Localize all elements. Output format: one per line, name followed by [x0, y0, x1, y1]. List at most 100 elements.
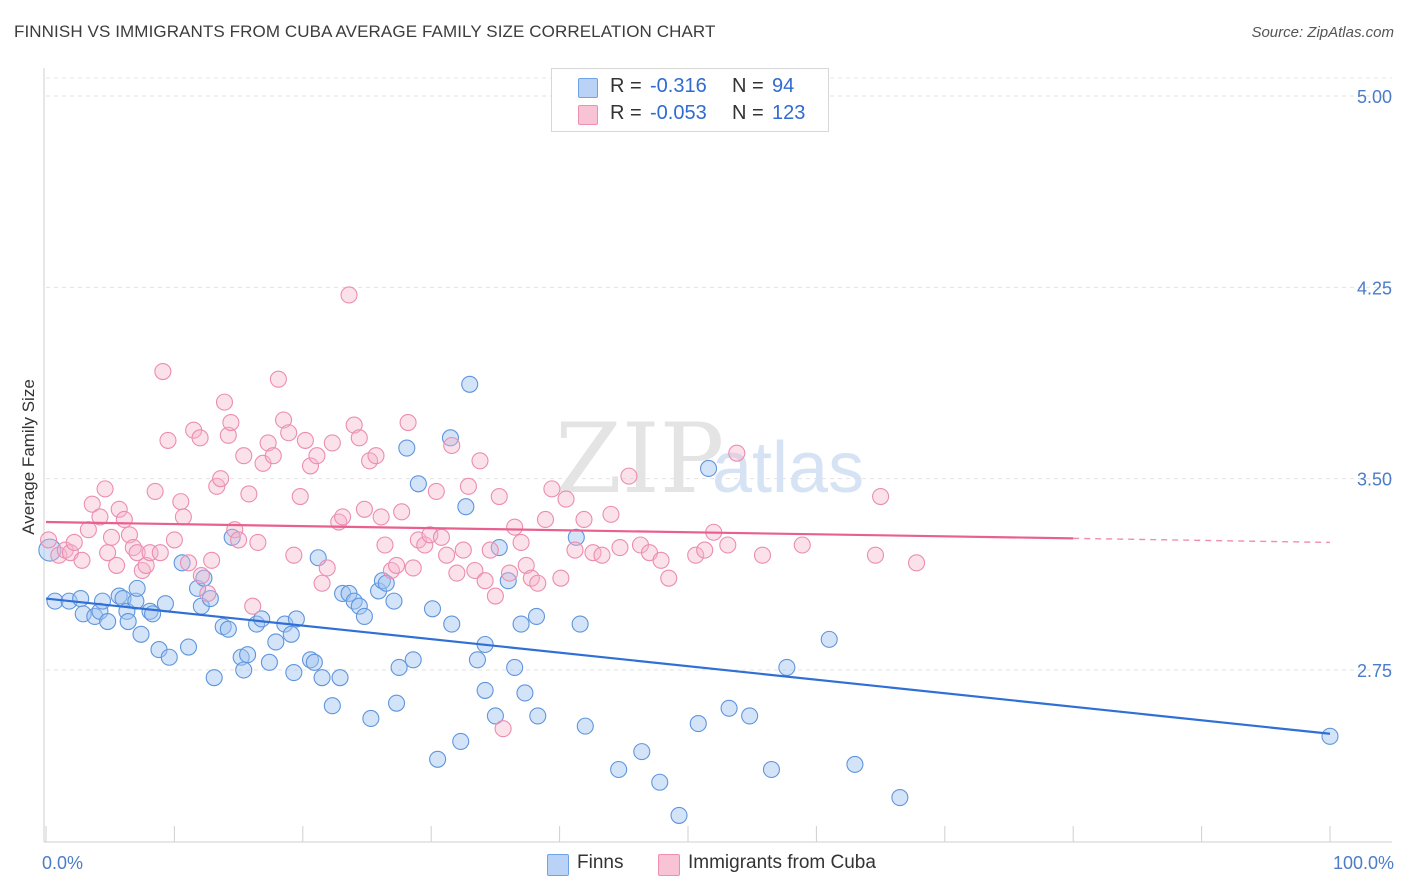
cuba-point: [575, 510, 593, 529]
cuba-point: [102, 528, 121, 546]
cuba-point: [291, 487, 309, 506]
finns-point: [516, 684, 534, 702]
finns-point: [128, 579, 146, 597]
y-tick-label: 3.50: [1357, 470, 1392, 490]
cuba-point: [593, 546, 611, 564]
cuba-point: [274, 411, 293, 429]
cuba-point: [454, 541, 472, 559]
cuba-point: [416, 536, 434, 554]
cuba-point: [313, 574, 331, 592]
finns-point: [571, 615, 589, 633]
finns-point: [423, 600, 442, 618]
cuba-point: [73, 551, 91, 569]
cuba-point: [506, 518, 524, 536]
cuba-point: [687, 546, 705, 564]
cuba-point: [318, 559, 336, 577]
finns-point: [179, 638, 198, 656]
cuba-point: [494, 720, 512, 738]
cuba-point: [137, 556, 155, 574]
cuba-point: [249, 533, 267, 551]
y-tick-label: 4.25: [1357, 278, 1392, 298]
finns-point: [390, 658, 408, 676]
finns-point: [452, 732, 470, 750]
cuba-point: [96, 480, 114, 498]
cuba-point: [543, 480, 561, 498]
source-label: Source: ZipAtlas.com: [1251, 24, 1394, 41]
cuba-point: [172, 493, 190, 511]
cuba-point: [481, 541, 499, 559]
cuba-point: [40, 531, 58, 549]
cuba-point: [696, 541, 714, 559]
cuba-trend-line-extension: [1073, 537, 1331, 544]
cuba-point: [91, 508, 109, 526]
cuba-point: [120, 526, 139, 544]
finns-point: [457, 498, 475, 516]
watermark-zip: ZIP: [555, 403, 724, 515]
finns-point: [282, 625, 300, 643]
finns-point: [486, 707, 504, 725]
finns-point: [305, 653, 323, 671]
cuba-point: [179, 554, 198, 572]
cuba-point: [285, 546, 303, 564]
finns-point: [461, 375, 479, 393]
legend-swatch-finns: [547, 854, 569, 876]
cuba-point: [438, 546, 456, 564]
cuba-point: [382, 561, 400, 580]
chart-title: FINNISH VS IMMIGRANTS FROM CUBA AVERAGE …: [14, 22, 716, 41]
finns-point: [689, 715, 707, 733]
cuba-point: [393, 503, 411, 521]
cuba-trend-line: [45, 520, 1074, 540]
finns-point: [345, 592, 363, 610]
finns-point: [891, 789, 909, 807]
series-legend: Finns Immigrants from Cuba: [0, 852, 1406, 878]
cuba-point: [866, 546, 885, 564]
legend-r-value: -0.316: [650, 75, 707, 97]
legend-swatch-cuba: [658, 854, 680, 876]
cuba-point: [387, 556, 406, 574]
cuba-point: [753, 546, 772, 564]
legend-swatch-cuba: [578, 105, 598, 125]
finns-point: [529, 707, 547, 725]
legend-n-label: N =: [732, 75, 764, 97]
cuba-point: [476, 572, 494, 590]
finns-point: [99, 612, 117, 631]
cuba-point: [719, 536, 737, 554]
finns-point: [778, 658, 796, 676]
finns-point: [260, 653, 278, 671]
cuba-point: [432, 528, 451, 546]
cuba-point: [399, 413, 417, 432]
cuba-point: [728, 444, 746, 462]
finns-point: [398, 439, 416, 457]
finns-point: [156, 595, 174, 613]
cuba-point: [367, 447, 385, 465]
cuba-point: [308, 447, 326, 465]
finns-point: [651, 773, 669, 791]
cuba-point: [334, 508, 352, 526]
cuba-point: [222, 413, 240, 432]
finns-point: [404, 651, 422, 669]
watermark-atlas: atlas: [712, 428, 864, 508]
finns-point: [173, 554, 191, 572]
cuba-point: [108, 556, 126, 574]
finns-point: [132, 625, 150, 643]
cuba-point: [301, 457, 320, 475]
finns-point: [527, 607, 546, 625]
finns-point: [323, 697, 341, 715]
cuba-point: [908, 554, 926, 572]
finns-point: [633, 743, 651, 761]
watermark: ZIP atlas: [555, 403, 864, 515]
cuba-point: [208, 477, 226, 495]
cuba-point: [65, 533, 83, 551]
cuba-point: [566, 541, 584, 559]
finns-point: [362, 709, 380, 728]
finns-point: [576, 717, 594, 735]
cuba-point: [536, 510, 555, 529]
x-tick-label: 0.0%: [42, 853, 83, 873]
finns-point: [762, 760, 781, 779]
cuba-point: [269, 370, 287, 388]
finns-point: [387, 694, 406, 712]
cuba-point: [557, 490, 575, 508]
cuba-point: [611, 538, 629, 557]
cuba-point: [212, 470, 230, 488]
cuba-point: [517, 556, 535, 574]
